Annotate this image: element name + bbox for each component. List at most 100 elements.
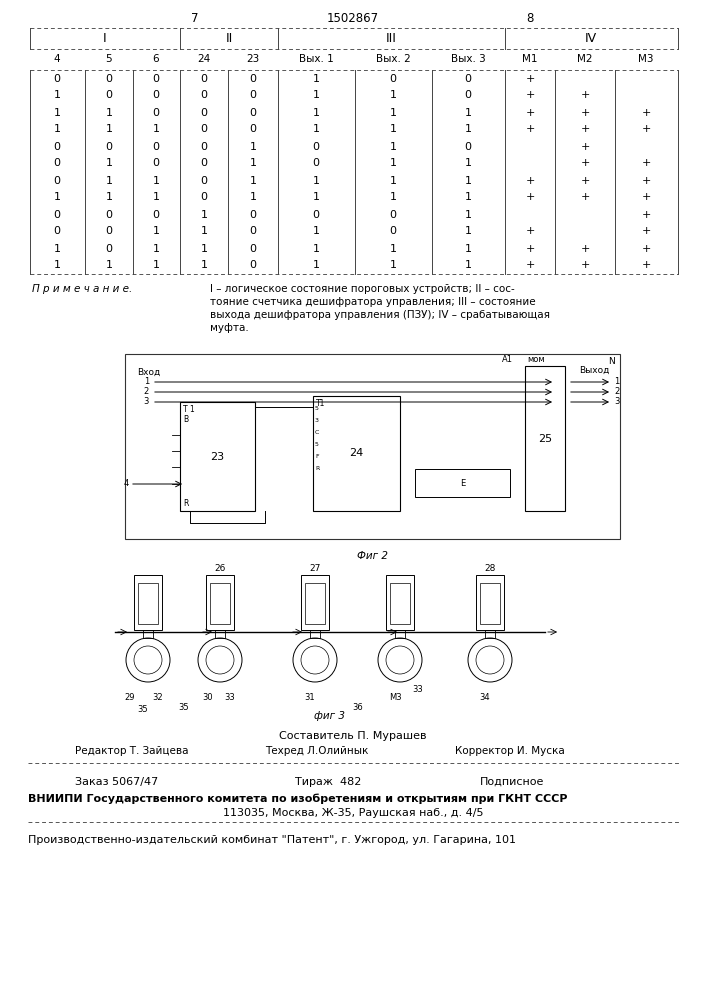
Bar <box>180 402 255 511</box>
Text: 1: 1 <box>312 74 320 84</box>
Text: III: III <box>385 32 397 45</box>
Text: 0: 0 <box>105 91 112 101</box>
Bar <box>476 575 504 630</box>
Text: 1: 1 <box>464 124 472 134</box>
Text: 0: 0 <box>250 107 257 117</box>
Text: +: + <box>580 260 590 270</box>
Bar <box>313 396 400 511</box>
Text: 3: 3 <box>315 418 319 422</box>
Text: M1: M1 <box>522 54 538 64</box>
Text: 35: 35 <box>138 704 148 714</box>
Text: 1: 1 <box>201 260 207 270</box>
Text: 1: 1 <box>390 141 397 151</box>
Text: +: + <box>525 124 534 134</box>
Text: I – логическое состояние пороговых устройств; II – сос-: I – логическое состояние пороговых устро… <box>210 284 515 294</box>
Text: II: II <box>226 32 233 45</box>
Text: 0: 0 <box>250 124 257 134</box>
Text: 1: 1 <box>464 210 472 220</box>
Text: 2: 2 <box>614 387 619 396</box>
Text: Вых. 2: Вых. 2 <box>375 54 410 64</box>
Text: 0: 0 <box>54 74 61 84</box>
Text: +: + <box>580 107 590 117</box>
Text: +: + <box>641 227 650 236</box>
Text: E: E <box>460 479 465 488</box>
Text: 23: 23 <box>246 54 259 64</box>
Text: 113035, Москва, Ж-35, Раушская наб., д. 4/5: 113035, Москва, Ж-35, Раушская наб., д. … <box>223 808 484 818</box>
Text: 0: 0 <box>105 210 112 220</box>
Text: 4: 4 <box>124 480 129 488</box>
Text: Производственно-издательский комбинат "Патент", г. Ужгород, ул. Гагарина, 101: Производственно-издательский комбинат "П… <box>28 835 516 845</box>
Text: П р и м е ч а н и е.: П р и м е ч а н и е. <box>32 284 132 294</box>
Text: +: + <box>580 141 590 151</box>
Text: 1: 1 <box>54 260 61 270</box>
Text: +: + <box>580 176 590 186</box>
Text: +: + <box>525 260 534 270</box>
Text: Составитель П. Мурашев: Составитель П. Мурашев <box>279 731 427 741</box>
Text: 5: 5 <box>315 442 319 446</box>
Text: 1502867: 1502867 <box>327 11 379 24</box>
Text: 0: 0 <box>54 227 61 236</box>
Text: Заказ 5067/47: Заказ 5067/47 <box>75 777 158 787</box>
Text: 1: 1 <box>312 192 320 202</box>
Text: Подписное: Подписное <box>480 777 544 787</box>
Bar <box>525 366 565 511</box>
Text: 1: 1 <box>250 158 257 168</box>
Text: 1: 1 <box>105 176 112 186</box>
Text: муфта.: муфта. <box>210 323 249 333</box>
Text: Т1: Т1 <box>316 399 325 408</box>
Text: 0: 0 <box>153 141 160 151</box>
Text: 1: 1 <box>464 176 472 186</box>
Text: 0: 0 <box>250 243 257 253</box>
Bar <box>210 583 230 624</box>
Text: 1: 1 <box>201 243 207 253</box>
Bar <box>301 575 329 630</box>
Bar <box>390 583 410 624</box>
Text: 1: 1 <box>390 124 397 134</box>
Text: 0: 0 <box>312 141 320 151</box>
Text: 33: 33 <box>225 692 235 702</box>
Bar <box>206 575 234 630</box>
Text: A1: A1 <box>502 355 513 364</box>
Bar <box>125 354 620 539</box>
Bar <box>305 583 325 624</box>
Text: 1: 1 <box>144 377 149 386</box>
Text: 6: 6 <box>153 54 159 64</box>
Text: 1: 1 <box>105 260 112 270</box>
Text: ВНИИПИ Государственного комитета по изобретениям и открытиям при ГКНТ СССР: ВНИИПИ Государственного комитета по изоб… <box>28 794 568 804</box>
Text: 0: 0 <box>153 74 160 84</box>
Text: +: + <box>525 107 534 117</box>
Text: 32: 32 <box>153 692 163 702</box>
Text: 5: 5 <box>315 406 319 410</box>
Text: 0: 0 <box>390 74 397 84</box>
Text: 1: 1 <box>464 158 472 168</box>
Text: +: + <box>525 192 534 202</box>
Text: M2: M2 <box>577 54 592 64</box>
Text: 1: 1 <box>250 141 257 151</box>
Text: В: В <box>183 415 188 424</box>
Text: 0: 0 <box>201 107 207 117</box>
Text: 1: 1 <box>312 91 320 101</box>
Bar <box>386 575 414 630</box>
Text: 31: 31 <box>305 692 315 702</box>
Text: 34: 34 <box>479 692 491 702</box>
Text: +: + <box>641 210 650 220</box>
Text: +: + <box>641 176 650 186</box>
Text: 1: 1 <box>464 260 472 270</box>
Text: 1: 1 <box>153 260 160 270</box>
Text: +: + <box>525 74 534 84</box>
Text: 1: 1 <box>390 260 397 270</box>
Text: 0: 0 <box>105 243 112 253</box>
Text: 1: 1 <box>312 260 320 270</box>
Text: 1: 1 <box>250 192 257 202</box>
Text: 1: 1 <box>201 227 207 236</box>
Text: 1: 1 <box>464 107 472 117</box>
Text: 33: 33 <box>413 684 423 694</box>
Text: 0: 0 <box>201 124 207 134</box>
Text: 0: 0 <box>153 107 160 117</box>
Text: 1: 1 <box>153 243 160 253</box>
Text: Корректор И. Муска: Корректор И. Муска <box>455 746 565 756</box>
Text: R: R <box>183 499 188 508</box>
Text: 1: 1 <box>54 107 61 117</box>
Text: 1: 1 <box>312 176 320 186</box>
Text: M3: M3 <box>638 54 654 64</box>
